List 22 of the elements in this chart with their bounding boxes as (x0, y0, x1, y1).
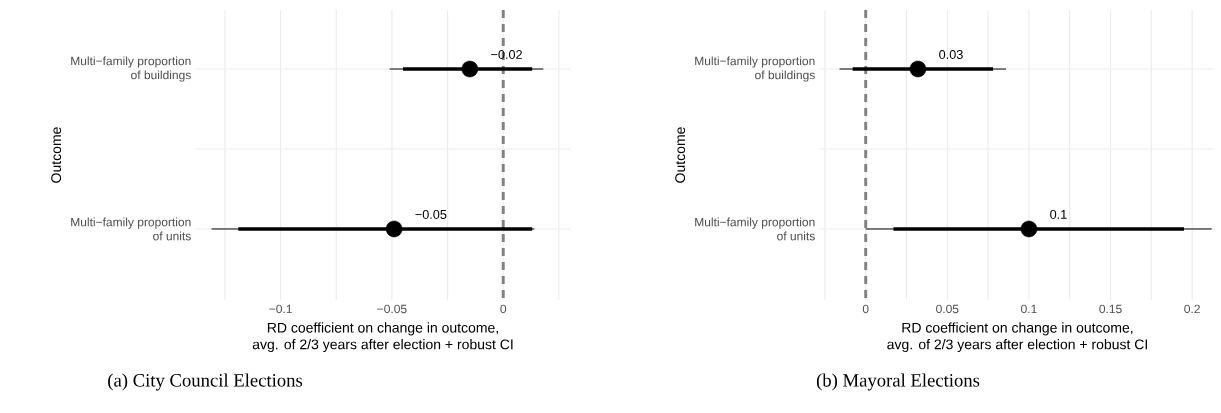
x-tick-label: 0.1 (1021, 304, 1037, 314)
y-tick-label: Multi−family proportion of units (695, 217, 815, 241)
data-label: 0.03 (939, 50, 963, 59)
x-tick-label: −0.1 (269, 304, 292, 314)
x-tick-label: 0 (862, 304, 869, 314)
y-tick-label: Multi−family proportion of units (71, 217, 191, 241)
x-tick-label: 0.2 (1184, 304, 1200, 314)
data-label: 0.1 (1050, 209, 1067, 219)
x-tick-label: 0.05 (936, 304, 959, 314)
y-axis-title: Outcome (51, 127, 62, 183)
text: (a) City Council Elections (108, 373, 303, 391)
x-tick-label: 0 (500, 304, 507, 314)
x-axis-title: RD coefficient on change in outcome, avg. of 2/3 years after election + robust CI (887, 322, 1147, 353)
x-axis-title: RD coefficient on change in outcome, avg. of 2/3 years after election + robust CI (252, 322, 513, 353)
data-label: −0.02 (491, 50, 522, 59)
y-axis-title: Outcome (675, 127, 686, 183)
x-tick-label: −0.05 (377, 304, 407, 314)
data-label: −0.05 (415, 209, 447, 219)
x-tick-label: 0.15 (1099, 304, 1122, 314)
y-tick-label: Multi−family proportion of buildings (695, 56, 815, 82)
y-tick-label: Multi−family proportion of buildings (71, 56, 191, 82)
text: (b) Mayoral Elections (816, 373, 980, 391)
